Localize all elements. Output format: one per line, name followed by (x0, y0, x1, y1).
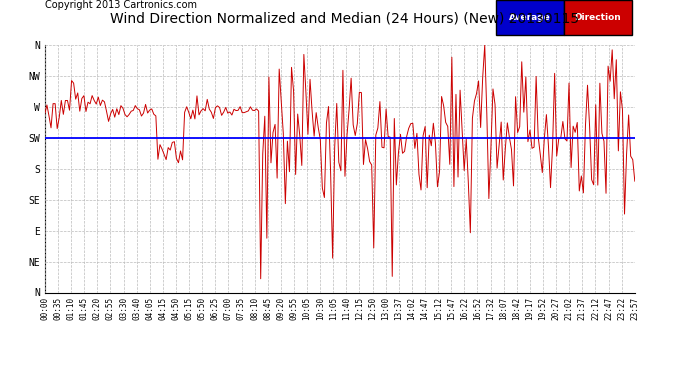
Text: Wind Direction Normalized and Median (24 Hours) (New) 20130115: Wind Direction Normalized and Median (24… (110, 11, 580, 25)
FancyBboxPatch shape (564, 0, 632, 35)
Text: Copyright 2013 Cartronics.com: Copyright 2013 Cartronics.com (45, 0, 197, 10)
Text: Average: Average (509, 13, 551, 22)
FancyBboxPatch shape (496, 0, 564, 35)
Text: Direction: Direction (575, 13, 621, 22)
